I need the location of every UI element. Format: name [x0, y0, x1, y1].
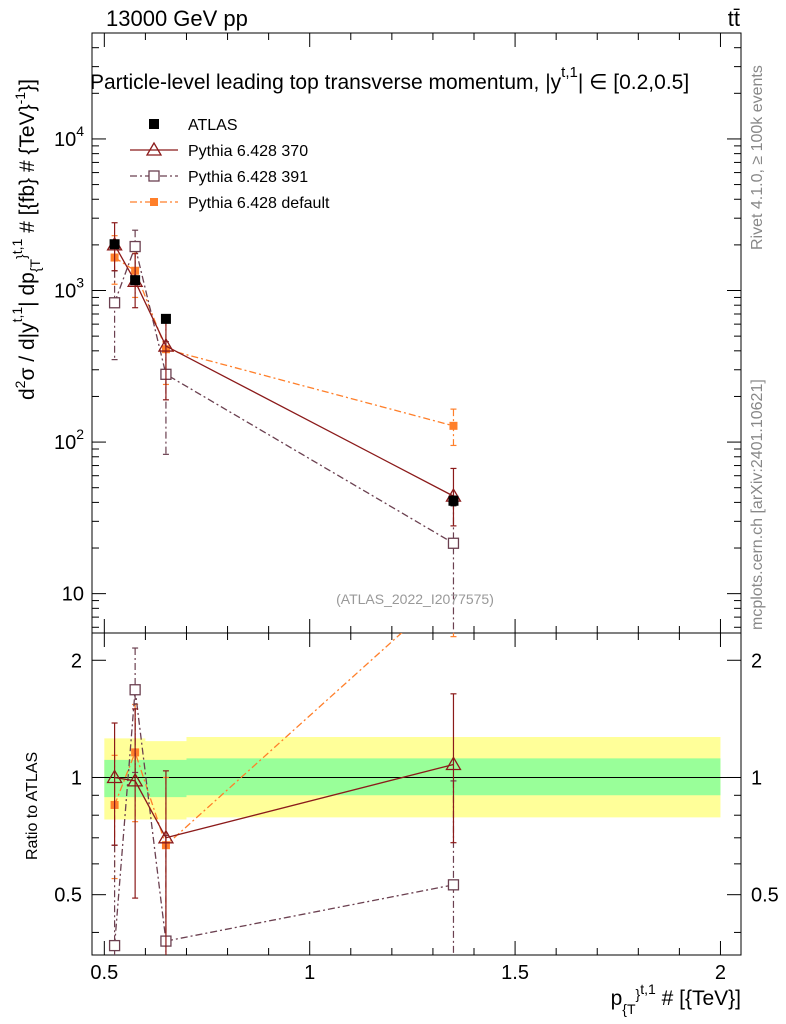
- legend-marker: [145, 141, 163, 156]
- ratio-series-pythia-6-428-391: [108, 647, 460, 955]
- ratio-point-pythia-6-428-391: [108, 939, 121, 952]
- main-y-tick-base: 10: [62, 584, 84, 606]
- main-y-tick-base: 10: [54, 281, 76, 303]
- ratio-point-pythia-6-428-370: [126, 772, 144, 787]
- x-axis-label: p{T}t,1 # [{TeV}]: [611, 981, 741, 1017]
- ratio-axis-ticks: 0.5 0.5 1 1 2 2 0.5 1 1.5 2: [54, 633, 779, 984]
- legend-item-atlas: ATLAS: [149, 117, 238, 134]
- ratio-line-pythia-6-428-391: [113, 689, 454, 946]
- ratio-point-pythia-6-428-370: [106, 769, 123, 784]
- ratio-y-tick-label: 1: [71, 767, 82, 789]
- x-tick-label: 2: [715, 962, 726, 984]
- x-tick-label: 1.5: [501, 962, 529, 984]
- main-y-axis-label: d2σ / d|yt,1| dp{T}t,1 # [{fb} # {TeV}-1…: [9, 79, 43, 400]
- legend-label: ATLAS: [188, 117, 238, 134]
- ratio-line-pythia-6-428-default: [113, 633, 403, 847]
- main-y-tick-exponent: 2: [76, 426, 84, 442]
- ratio-y-axis-label: Ratio to ATLAS: [24, 752, 41, 860]
- main-y-tick-exponent: 4: [76, 123, 84, 139]
- ratio-point-pythia-6-428-391: [129, 684, 141, 696]
- ratio-plot-frame: [91, 632, 742, 956]
- ratio-y-tick-label-right: 2: [751, 650, 762, 672]
- ratio-series-layer: [106, 633, 462, 955]
- legend-item-pythia-6-428-391: Pythia 6.428 391: [130, 169, 308, 186]
- ratio-series-pythia-6-428-370: [106, 693, 462, 955]
- main-point-atlas: [130, 275, 141, 286]
- main-line-pythia-6-428-391: [113, 244, 454, 544]
- main-point-pythia-6-428-370: [157, 337, 175, 352]
- ratio-point-pythia-6-428-391: [447, 879, 460, 891]
- legend-label: Pythia 6.428 default: [188, 195, 330, 212]
- ratio-uncertainty-bands: [104, 737, 721, 820]
- main-point-pythia-6-428-default: [449, 421, 458, 430]
- legend-marker: [149, 119, 159, 129]
- ratio-point-pythia-6-428-370: [445, 756, 462, 771]
- main-series-atlas: [109, 239, 459, 507]
- legend-marker: [150, 198, 158, 206]
- legend-item-pythia-6-428-370: Pythia 6.428 370: [130, 141, 308, 160]
- main-y-tick-label: 10: [62, 584, 84, 606]
- plot-title: Particle-level leading top transverse mo…: [90, 64, 689, 94]
- rivet-version-label: Rivet 4.1.0, ≥ 100k events: [749, 65, 766, 250]
- legend-label: Pythia 6.428 391: [188, 169, 308, 186]
- legend: ATLAS Pythia 6.428 370 Pythia 6.428 391 Pyt…: [130, 117, 330, 212]
- main-point-pythia-6-428-391: [129, 240, 141, 253]
- x-tick-label: 1: [304, 962, 315, 984]
- header-energy-label: 13000 GeV pp: [106, 6, 248, 31]
- ratio-y-tick-label-right: 1: [751, 767, 762, 789]
- mcplots-credit-label: mcplots.cern.ch [arXiv:2401.10621]: [749, 379, 766, 630]
- x-tick-label: 0.5: [90, 962, 118, 984]
- header-process-label: tt̄: [728, 6, 740, 31]
- main-y-tick-base: 10: [54, 129, 76, 151]
- main-point-pythia-6-428-391: [108, 297, 121, 309]
- main-y-tick-exponent: 3: [76, 275, 84, 291]
- main-point-pythia-6-428-391: [447, 537, 460, 549]
- main-y-tick-label: 103: [54, 275, 84, 303]
- ratio-y-tick-label-right: 0.5: [751, 885, 779, 907]
- main-point-atlas: [448, 495, 459, 506]
- analysis-watermark: (ATLAS_2022_I2077575): [336, 591, 494, 607]
- main-y-tick-base: 10: [54, 432, 76, 454]
- ratio-line-pythia-6-428-370: [114, 763, 454, 839]
- main-line-pythia-6-428-370: [114, 244, 454, 497]
- main-point-atlas: [109, 239, 120, 250]
- main-series-layer: [106, 222, 462, 633]
- legend-label: Pythia 6.428 370: [188, 143, 308, 160]
- main-point-atlas: [160, 313, 171, 324]
- ratio-point-pythia-6-428-370: [157, 829, 175, 844]
- legend-item-pythia-6-428-default: Pythia 6.428 default: [130, 195, 330, 212]
- main-y-tick-label: 102: [54, 426, 84, 454]
- main-y-tick-label: 104: [54, 123, 84, 151]
- legend-marker: [148, 170, 160, 182]
- ratio-y-tick-label: 2: [71, 650, 82, 672]
- ratio-y-tick-label: 0.5: [54, 885, 82, 907]
